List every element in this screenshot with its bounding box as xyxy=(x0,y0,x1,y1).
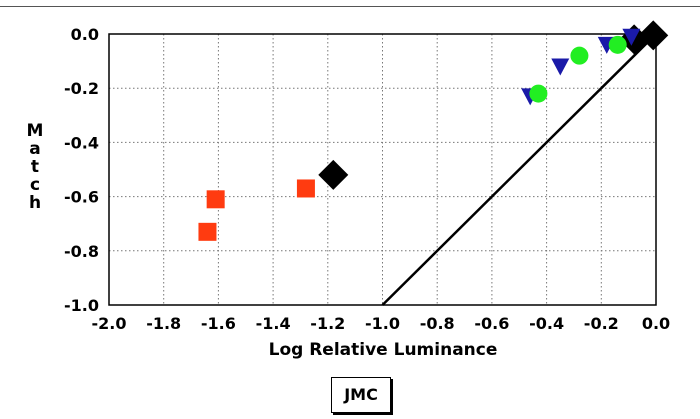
y-tick-label: -0.2 xyxy=(64,79,99,98)
x-tick-labels: -2.0 -1.8 -1.6 -1.4 -1.2 -1.0 -0.8 -0.6 -0.4 -0.2… xyxy=(92,314,671,333)
top-rule xyxy=(0,6,700,7)
reference-line xyxy=(381,33,657,306)
circle-marker xyxy=(529,84,548,103)
circle-marker xyxy=(608,35,627,54)
x-tick-label: -0.2 xyxy=(584,314,619,333)
diamond-marker xyxy=(318,159,349,190)
y-tick-label: -0.6 xyxy=(64,188,99,207)
x-tick-label: -2.0 xyxy=(92,314,127,333)
x-tick-label: -1.8 xyxy=(146,314,181,333)
diamond-marker xyxy=(638,20,669,51)
grid-lines xyxy=(109,34,656,305)
y-tick-label: -0.4 xyxy=(64,133,99,152)
square-marker xyxy=(296,179,315,198)
x-tick-label: -1.6 xyxy=(201,314,236,333)
y-tick-label: 0.0 xyxy=(71,25,99,44)
triangle-marker xyxy=(551,58,570,76)
x-tick-label: -1.2 xyxy=(310,314,345,333)
square-marker xyxy=(198,222,217,241)
triangle-marker xyxy=(622,28,641,46)
caption-box: JMC xyxy=(331,377,391,413)
y-tick-label: -1.0 xyxy=(64,296,99,315)
square-marker xyxy=(206,190,225,209)
x-axis-title: Log Relative Luminance xyxy=(269,340,498,360)
data-points xyxy=(198,20,669,241)
x-tick-label: -1.4 xyxy=(256,314,291,333)
x-tick-label: -0.6 xyxy=(474,314,509,333)
x-tick-label: -0.8 xyxy=(420,314,455,333)
y-tick-labels: 0.0 -0.2 -0.4 -0.6 -0.8 -1.0 xyxy=(64,25,99,315)
y-tick-label: -0.8 xyxy=(64,242,99,261)
circle-marker xyxy=(570,46,589,65)
x-tick-label: -1.0 xyxy=(365,314,400,333)
scatter-chart: -2.0 -1.8 -1.6 -1.4 -1.2 -1.0 -0.8 -0.6 -0.4 -0.2… xyxy=(27,20,671,360)
x-tick-label: -0.4 xyxy=(529,314,564,333)
x-tick-label: 0.0 xyxy=(642,314,670,333)
